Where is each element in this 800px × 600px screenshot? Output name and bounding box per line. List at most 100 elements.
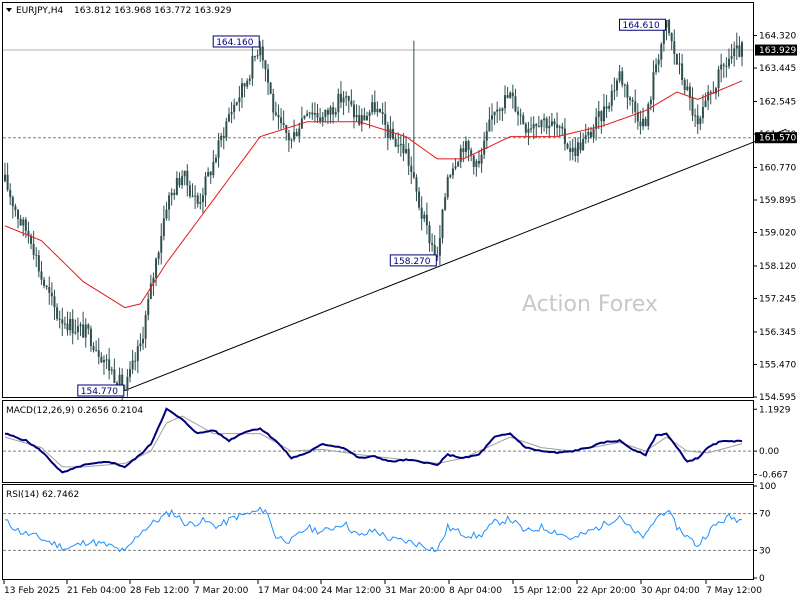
candle-body [61,319,64,324]
candle-body [576,142,579,156]
candle-body [436,255,439,258]
last-price-label: 163.929 [759,46,796,56]
time-axis: 13 Feb 2025 21 Feb 04:00 28 Feb 12:00 7 Mar… [3,580,762,596]
macd-tick-label: 0.00 [759,447,779,457]
time-tick-label: 13 Feb 2025 [4,586,60,596]
level-badge: 161.570 [755,132,797,144]
last-price-badge: 163.929 [755,44,797,56]
candle-body [358,115,361,125]
candle-body [490,115,493,120]
candle-body [345,96,348,98]
candle-body [121,374,124,390]
candle-body [186,170,189,186]
candle-body [181,176,184,186]
candle-body [227,114,230,122]
candle-body [449,175,452,177]
candle-body [332,107,335,115]
candle-body [74,332,77,334]
candle-body [66,323,69,331]
candle-body [256,55,259,57]
candle-body [100,356,103,363]
candle-body [108,359,111,371]
candle-body [741,42,743,57]
candle-body [480,154,483,164]
annotation-label: 164.160 [216,38,253,48]
candle-body [269,82,272,94]
macd-panel: MACD(12,26,9) 0.2656 0.2104 1.1929 0.00 -0… [2,400,791,483]
candle-body [212,162,215,176]
candle-body [584,135,587,139]
candle-body [579,142,582,151]
time-tick-label: 8 Apr 04:00 [449,586,502,596]
candle-body [110,369,113,371]
candle-body [313,113,316,115]
candle-body [727,58,730,67]
candle-body [389,128,392,138]
candle-body [183,170,186,177]
candle-body [386,124,389,138]
price-tick-label: 156.345 [759,328,796,338]
candle-body [454,166,457,169]
candle-body [144,315,147,339]
candle-body [457,161,460,167]
candle-body [254,55,257,57]
candle-body [142,338,145,344]
candle-body [517,111,520,115]
candle-body [735,45,738,49]
candle-body [295,132,298,137]
price-tick-label: 162.545 [759,98,796,108]
candle-body [191,196,194,198]
candle-body [670,33,673,42]
candle-body [360,115,363,125]
candle-body [467,141,470,151]
candle-body [285,124,288,134]
candle-body [71,318,74,334]
dropdown-triangle-icon[interactable] [6,8,12,12]
time-tick-label: 22 Apr 20:00 [577,586,636,596]
candle-body [220,135,223,141]
candle-body [209,172,212,176]
candle-body [92,346,95,351]
candle-body [282,122,285,125]
moving-average-line [4,80,743,309]
candle-body [170,192,173,196]
candle-body [657,59,660,65]
candle-body [629,97,632,101]
candle-body [714,88,717,94]
candle-body [139,343,142,347]
candle-body [160,235,163,253]
candle-body [717,69,720,89]
rsi-tick-label: 70 [759,510,771,520]
candle-body [540,120,543,128]
candle-body [699,118,702,125]
candle-body [405,148,408,154]
candle-body [649,99,652,105]
candle-body [35,254,38,256]
candle-body [308,112,311,114]
candle-body [365,116,368,121]
candle-body [27,230,30,236]
candle-body [368,112,371,117]
candle-body [230,112,233,115]
candle-body [519,114,522,116]
candle-body [19,218,22,226]
candle-body [316,113,319,118]
time-tick-label: 7 Mar 20:00 [194,586,249,596]
candle-body [626,84,629,98]
candle-body [602,106,605,122]
candle-body [6,174,9,190]
annotation-box [77,384,125,397]
candle-body [696,115,699,125]
candle-body [136,346,139,361]
candle-body [615,80,618,91]
candle-body [477,160,480,164]
candle-body [535,124,538,127]
candle-body [147,299,150,316]
candle-body [363,115,366,121]
price-panel: Action Forex 164.320163.445162.545161.67… [2,2,797,403]
candle-body [433,245,436,258]
candle-body [543,118,546,121]
candle-body [509,92,512,98]
candle-body [425,214,428,226]
candle-body [233,104,236,113]
